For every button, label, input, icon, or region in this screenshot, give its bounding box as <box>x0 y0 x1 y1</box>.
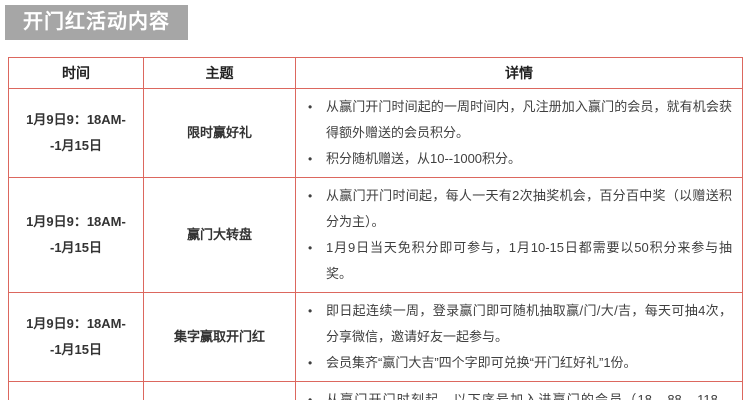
details-list: • 即日起连续一周，登录赢门即可随机抽取赢/门/大/吉，每天可抽4次，分享微信，邀… <box>306 298 732 376</box>
time-line: 1月9日9：18AM- <box>26 316 126 331</box>
time-cell: 1月9日9：18AM- -1月15日 <box>8 88 144 178</box>
table-row: 1月9日9：18AM- -1月15日 集字赢取开门红 • 即日起连续一周，登录赢门… <box>8 292 743 382</box>
detail-item: • 会员集齐“赢门大吉”四个字即可兑换“开门红好礼”1份。 <box>306 350 732 376</box>
time-line: 1月9日9：18AM- <box>26 112 126 127</box>
time-line: -1月15日 <box>49 240 103 255</box>
detail-text: 从赢门开门时间起的一周时间内，凡注册加入赢门的会员，就有机会获得额外赠送的会员积… <box>326 99 732 140</box>
table-row: 1月9日9：18AM-1月 15日 1819同乐时刻 • 从赢门开门时刻起，以下序… <box>8 381 743 400</box>
header-cell-details: 详情 <box>295 57 743 89</box>
activity-table: 时间 主题 详情 1月9日9：18AM- -1月15日 限时赢好礼 • 从赢门开门… <box>8 57 743 400</box>
time-line: -1月15日 <box>49 342 103 357</box>
detail-item: • 积分随机赠送，从10--1000积分。 <box>306 146 732 172</box>
detail-item: • 即日起连续一周，登录赢门即可随机抽取赢/门/大/吉，每天可抽4次，分享微信，邀… <box>306 298 732 350</box>
bullet-icon: • <box>308 241 313 255</box>
bullet-icon: • <box>308 304 313 318</box>
time-cell: 1月9日9：18AM- -1月15日 <box>8 292 144 382</box>
theme-cell: 限时赢好礼 <box>143 88 296 178</box>
time-line: -1月15日 <box>49 138 103 153</box>
details-cell: • 即日起连续一周，登录赢门即可随机抽取赢/门/大/吉，每天可抽4次，分享微信，邀… <box>295 292 743 382</box>
header-cell-time: 时间 <box>8 57 144 89</box>
details-cell: • 从赢门开门时间起，每人一天有2次抽奖机会，百分百中奖（以赠送积分为主）。 • 1… <box>295 177 743 293</box>
table-row: 1月9日9：18AM- -1月15日 赢门大转盘 • 从赢门开门时间起，每人一天有… <box>8 177 743 293</box>
detail-text: 从赢门开门时刻起，以下序号加入进赢门的会员（18、88、118、618、818、… <box>326 392 732 400</box>
bullet-icon: • <box>308 189 313 203</box>
detail-item: • 从赢门开门时间起的一周时间内，凡注册加入赢门的会员，就有机会获得额外赠送的会员… <box>306 94 732 146</box>
bullet-icon: • <box>308 152 313 166</box>
detail-item: • 从赢门开门时间起，每人一天有2次抽奖机会，百分百中奖（以赠送积分为主）。 <box>306 183 732 235</box>
detail-text: 即日起连续一周，登录赢门即可随机抽取赢/门/大/吉，每天可抽4次，分享微信，邀请… <box>326 303 732 344</box>
details-list: • 从赢门开门时刻起，以下序号加入进赢门的会员（18、88、118、618、818… <box>306 387 732 400</box>
details-list: • 从赢门开门时间起的一周时间内，凡注册加入赢门的会员，就有机会获得额外赠送的会员… <box>306 94 732 172</box>
bullet-icon: • <box>308 100 313 114</box>
detail-text: 1月9日当天免积分即可参与，1月10-15日都需要以50积分来参与抽奖。 <box>326 240 732 281</box>
details-cell: • 从赢门开门时间起的一周时间内，凡注册加入赢门的会员，就有机会获得额外赠送的会员… <box>295 88 743 178</box>
details-cell: • 从赢门开门时刻起，以下序号加入进赢门的会员（18、88、118、618、818… <box>295 381 743 400</box>
time-line: 1月9日9：18AM- <box>26 214 126 229</box>
page-title-badge: 开门红活动内容 <box>5 5 188 40</box>
time-cell: 1月9日9：18AM-1月 15日 <box>8 381 144 400</box>
bullet-icon: • <box>308 393 313 400</box>
theme-cell: 赢门大转盘 <box>143 177 296 293</box>
details-list: • 从赢门开门时间起，每人一天有2次抽奖机会，百分百中奖（以赠送积分为主）。 • 1… <box>306 183 732 287</box>
detail-text: 会员集齐“赢门大吉”四个字即可兑换“开门红好礼”1份。 <box>326 355 637 370</box>
theme-cell: 集字赢取开门红 <box>143 292 296 382</box>
table-row: 1月9日9：18AM- -1月15日 限时赢好礼 • 从赢门开门时间起的一周时间内… <box>8 88 743 178</box>
detail-text: 从赢门开门时间起，每人一天有2次抽奖机会，百分百中奖（以赠送积分为主）。 <box>326 188 732 229</box>
detail-text: 积分随机赠送，从10--1000积分。 <box>326 151 522 166</box>
theme-cell: 1819同乐时刻 <box>143 381 296 400</box>
time-cell: 1月9日9：18AM- -1月15日 <box>8 177 144 293</box>
detail-item: • 从赢门开门时刻起，以下序号加入进赢门的会员（18、88、118、618、818… <box>306 387 732 400</box>
table-header-row: 时间 主题 详情 <box>8 57 743 89</box>
header-cell-theme: 主题 <box>143 57 296 89</box>
bullet-icon: • <box>308 356 313 370</box>
detail-item: • 1月9日当天免积分即可参与，1月10-15日都需要以50积分来参与抽奖。 <box>306 235 732 287</box>
